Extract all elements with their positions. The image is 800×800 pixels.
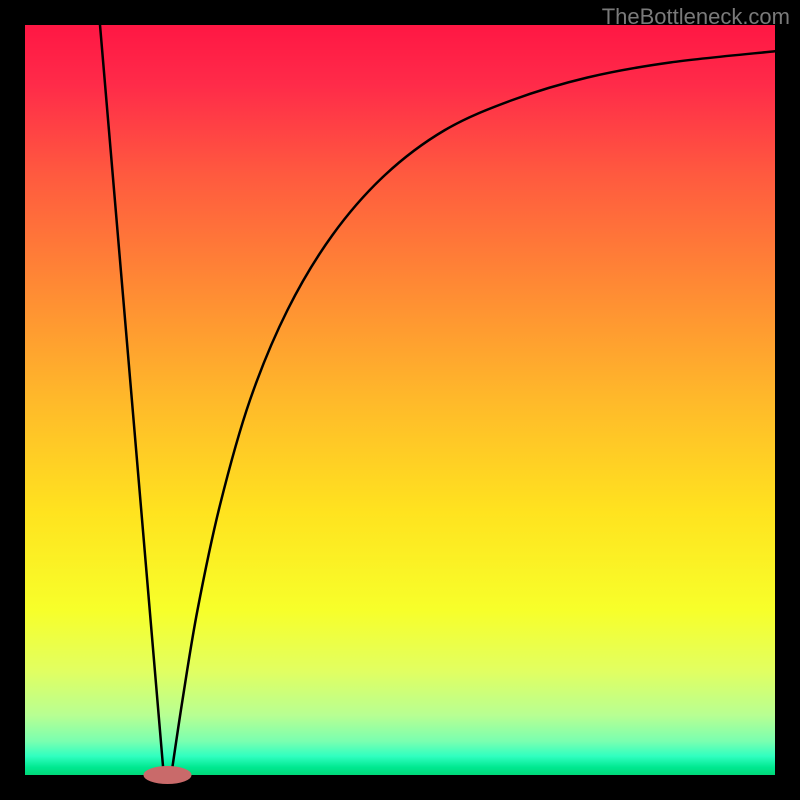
bottleneck-chart: TheBottleneck.com [0, 0, 800, 800]
chart-svg [0, 0, 800, 800]
watermark-text: TheBottleneck.com [602, 4, 790, 30]
optimal-point-marker [144, 766, 192, 784]
chart-plot-area [25, 25, 775, 775]
